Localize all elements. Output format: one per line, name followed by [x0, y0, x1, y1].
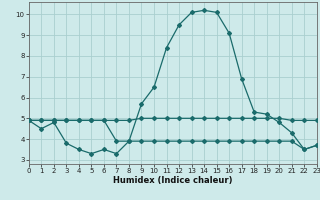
- X-axis label: Humidex (Indice chaleur): Humidex (Indice chaleur): [113, 176, 233, 185]
